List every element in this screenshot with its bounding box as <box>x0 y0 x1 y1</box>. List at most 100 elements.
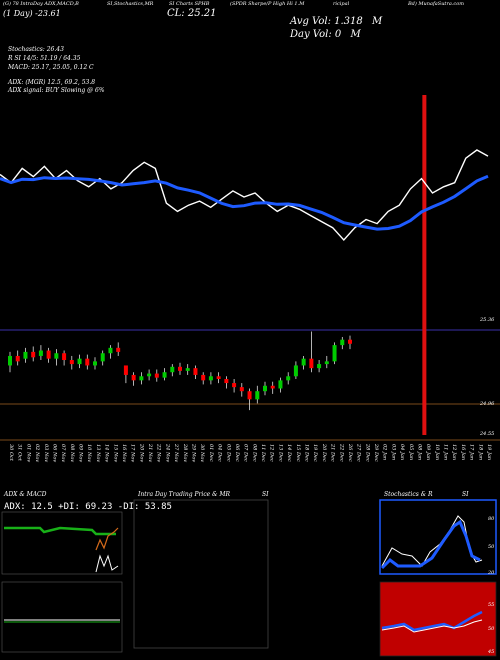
date-tick-label: 28 Dec <box>364 443 370 462</box>
candle-body <box>108 347 113 354</box>
date-tick-label: 10 Jan <box>434 444 440 460</box>
candle-body <box>38 350 43 356</box>
candle-body <box>278 380 283 389</box>
price-level-3: 24.55 <box>480 431 495 437</box>
candle-body <box>301 358 306 366</box>
header-line-1a: (G) 78 IntraDay ADX,MACD,B <box>3 1 79 7</box>
candle-body <box>255 391 260 400</box>
candle-body <box>201 374 206 381</box>
candle-body <box>216 376 221 379</box>
date-tick-label: 20 Nov <box>138 443 144 462</box>
price-line <box>0 149 489 242</box>
date-tick-label: 12 Dec <box>269 444 275 462</box>
date-tick-label: 09 Nov <box>78 444 84 462</box>
date-tick-label: 08 Nov <box>69 444 75 462</box>
header-line-1c: SI Charts SPHB <box>169 1 210 7</box>
minus-di-line <box>95 527 119 551</box>
date-tick-label: 01 Dec <box>208 444 214 462</box>
date-tick-label: 19 Dec <box>312 444 318 462</box>
candle-body <box>46 350 51 359</box>
candle-body <box>193 368 198 375</box>
candle-body <box>154 373 159 378</box>
date-tick-label: 10 Nov <box>86 444 92 462</box>
date-tick-label: 11 Dec <box>260 444 266 462</box>
date-tick-label: 07 Nov <box>60 444 66 462</box>
date-tick-label: 15 Nov <box>112 444 118 462</box>
date-tick-label: 22 Nov <box>156 443 162 462</box>
candle-body <box>162 372 167 378</box>
date-tick-label: 02 Nov <box>34 444 40 462</box>
avg-volume: Avg Vol: 1.318 M <box>290 16 383 27</box>
date-tick-label: 02 Jan <box>382 444 388 460</box>
candle-body <box>62 353 67 361</box>
date-tick-label: 15 Dec <box>295 444 301 462</box>
date-tick-label: 20 Dec <box>321 443 327 462</box>
volume-spike-bar <box>422 95 427 435</box>
date-tick-label: 29 Dec <box>373 443 379 462</box>
adx-panel-readout: ADX: 12.5 +DI: 69.23 -DI: 53.85 <box>4 502 172 512</box>
candle-body <box>270 385 275 389</box>
stoch-panel-si: SI <box>462 491 469 498</box>
day-volume: Day Vol: 0 M <box>290 29 361 40</box>
intraday-panel-frame <box>133 499 269 649</box>
date-tick-label: 07 Dec <box>243 444 249 462</box>
candle-body <box>123 365 128 375</box>
header-line-1d: (SPDR Sharpe/P High Hi 1.M <box>230 1 305 7</box>
candle-body <box>54 353 59 359</box>
candle-body <box>309 358 314 369</box>
date-tick-label: 13 Dec <box>277 444 283 462</box>
date-tick-label: 04 Dec <box>217 444 223 462</box>
date-tick-label: 29 Nov <box>191 443 197 462</box>
macd-panel-frame <box>1 581 123 653</box>
candle-body <box>332 345 337 362</box>
header-line-1f: Bd) MunafaSutra.com <box>408 1 464 7</box>
date-tick-label: 05 Dec <box>225 444 231 462</box>
date-tick-label: 14 Nov <box>104 444 110 462</box>
stoch-level-80: 80 <box>488 516 495 522</box>
close-price: CL: 25.21 <box>167 8 217 19</box>
date-tick-label: 03 Jan <box>390 444 396 460</box>
candle-body <box>263 385 267 392</box>
candle-body <box>293 365 298 377</box>
date-tick-label: 30 Oct <box>8 444 14 462</box>
intraday-panel-si: SI <box>262 491 269 498</box>
date-tick-label: 06 Dec <box>234 444 240 462</box>
candle-body <box>15 355 20 362</box>
price-level-2: 24.96 <box>480 401 495 407</box>
date-tick-label: 16 Jan <box>460 444 466 460</box>
date-tick-label: 06 Nov <box>51 444 57 462</box>
candle-body <box>185 368 190 371</box>
rsi-line <box>381 610 483 632</box>
candle-body <box>170 366 175 373</box>
date-tick-label: 08 Dec <box>251 444 257 462</box>
date-tick-label: 13 Nov <box>95 444 101 462</box>
adx-signal-readout: ADX signal: BUY Slowing @ 6% <box>8 87 105 94</box>
day-change: (1 Day) -23.61 <box>3 9 61 18</box>
adx-readout: ADX: (MGR) 12.5, 69.2, 53.8 <box>8 79 96 86</box>
candle-body <box>116 347 121 352</box>
candle-body <box>85 358 90 366</box>
date-tick-label: 04 Jan <box>399 444 405 460</box>
date-tick-label: 08 Jan <box>416 444 422 460</box>
candle-body <box>178 366 182 371</box>
date-tick-label: 09 Jan <box>425 444 431 460</box>
date-tick-label: 24 Nov <box>164 443 170 462</box>
candle-body <box>93 361 97 366</box>
intraday-panel-title: Intra Day Trading Price & MR <box>138 491 231 498</box>
date-tick-label: 22 Dec <box>338 443 344 462</box>
date-tick-label: 03 Nov <box>43 444 49 462</box>
candle-body <box>239 387 244 392</box>
candle-body <box>348 339 352 344</box>
candle-body <box>8 355 12 366</box>
candle-body <box>247 391 252 400</box>
date-tick-label: 21 Dec <box>330 443 336 462</box>
rsi-level-45: 45 <box>488 649 495 655</box>
date-tick-label: 31 Oct <box>17 444 23 462</box>
candle-body <box>139 376 144 381</box>
date-tick-label: 17 Jan <box>469 444 475 460</box>
candle-body <box>340 339 345 346</box>
date-tick-label: 18 Dec <box>303 444 309 462</box>
date-tick-label: 26 Dec <box>347 443 353 462</box>
date-tick-label: 14 Dec <box>286 444 292 462</box>
